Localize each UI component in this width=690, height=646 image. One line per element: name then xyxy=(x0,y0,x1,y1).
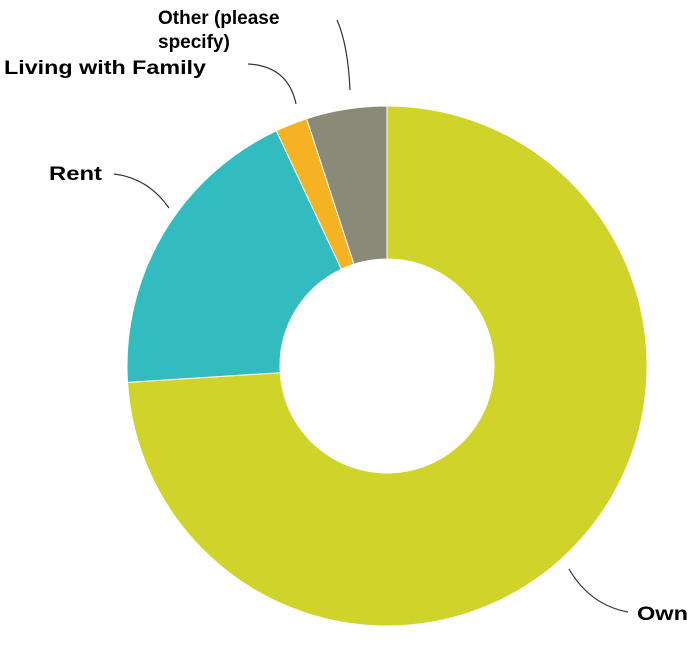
slice-label-other-line-1: Other (please xyxy=(158,8,279,29)
donut-hole xyxy=(280,259,494,473)
slice-label-rent: Rent xyxy=(49,164,103,185)
leader-line-rent xyxy=(113,173,170,209)
leader-line-own xyxy=(568,568,629,613)
leader-line-other xyxy=(336,19,351,91)
leader-line-living-with-family xyxy=(247,63,297,105)
slice-label-other: Other (please specify) xyxy=(158,8,285,53)
slice-label-own: Own xyxy=(637,604,688,625)
slice-label-living-with-family: Living with Family xyxy=(4,58,207,79)
slices-group xyxy=(126,105,648,627)
slice-label-other-line-2: specify) xyxy=(158,32,230,53)
